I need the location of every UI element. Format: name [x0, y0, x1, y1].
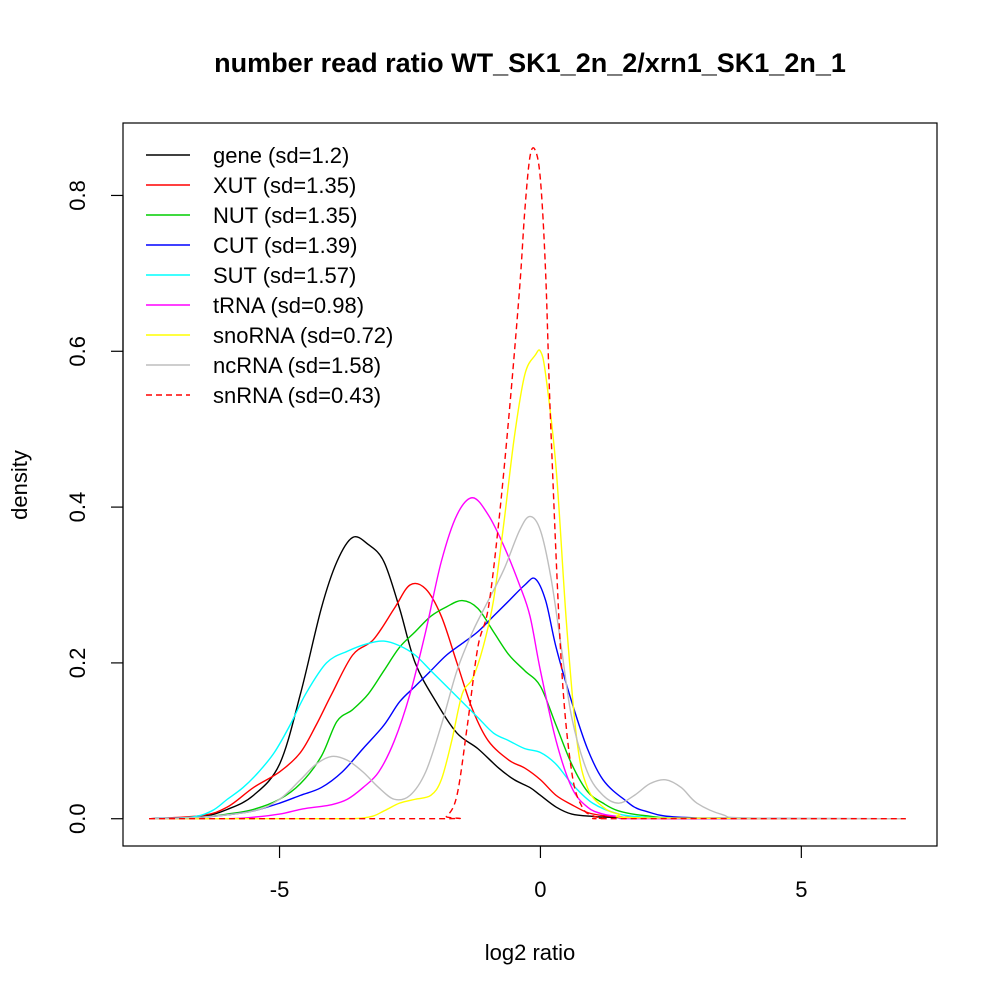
- y-axis-label: density: [7, 450, 32, 520]
- x-tick-label: 0: [534, 877, 546, 902]
- series-line-8: [149, 147, 906, 820]
- legend-label: SUT (sd=1.57): [213, 263, 356, 288]
- legend-label: NUT (sd=1.35): [213, 203, 357, 228]
- legend-label: snRNA (sd=0.43): [213, 383, 381, 408]
- series-line-3: [149, 577, 906, 820]
- series-layer: [149, 147, 906, 820]
- legend-label: gene (sd=1.2): [213, 143, 349, 168]
- series-line-6: [149, 349, 906, 820]
- y-tick-label: 0.8: [65, 180, 90, 211]
- legend-label: snoRNA (sd=0.72): [213, 323, 393, 348]
- series-line-5: [149, 497, 906, 820]
- legend-label: ncRNA (sd=1.58): [213, 353, 381, 378]
- legend-label: XUT (sd=1.35): [213, 173, 356, 198]
- x-tick-label: -5: [270, 877, 290, 902]
- legend-label: CUT (sd=1.39): [213, 233, 357, 258]
- y-tick-label: 0.4: [65, 492, 90, 523]
- series-line-2: [149, 599, 906, 820]
- y-tick-label: 0.2: [65, 648, 90, 679]
- x-axis-label: log2 ratio: [485, 940, 576, 965]
- series-line-4: [149, 640, 906, 820]
- series-line-0: [149, 536, 906, 820]
- y-tick-label: 0.0: [65, 803, 90, 834]
- x-tick-label: 5: [795, 877, 807, 902]
- x-axis: -5 0 5: [270, 845, 807, 902]
- chart-title: number read ratio WT_SK1_2n_2/xrn1_SK1_2…: [214, 48, 846, 78]
- plot-frame: [122, 122, 938, 847]
- series-line-7: [149, 515, 906, 820]
- legend-label: tRNA (sd=0.98): [213, 293, 364, 318]
- y-axis: 0.0 0.2 0.4 0.6 0.8: [65, 180, 124, 834]
- legend: gene (sd=1.2) XUT (sd=1.35) NUT (sd=1.35) C…: [146, 143, 393, 408]
- y-tick-label: 0.6: [65, 336, 90, 367]
- series-line-1: [149, 582, 906, 820]
